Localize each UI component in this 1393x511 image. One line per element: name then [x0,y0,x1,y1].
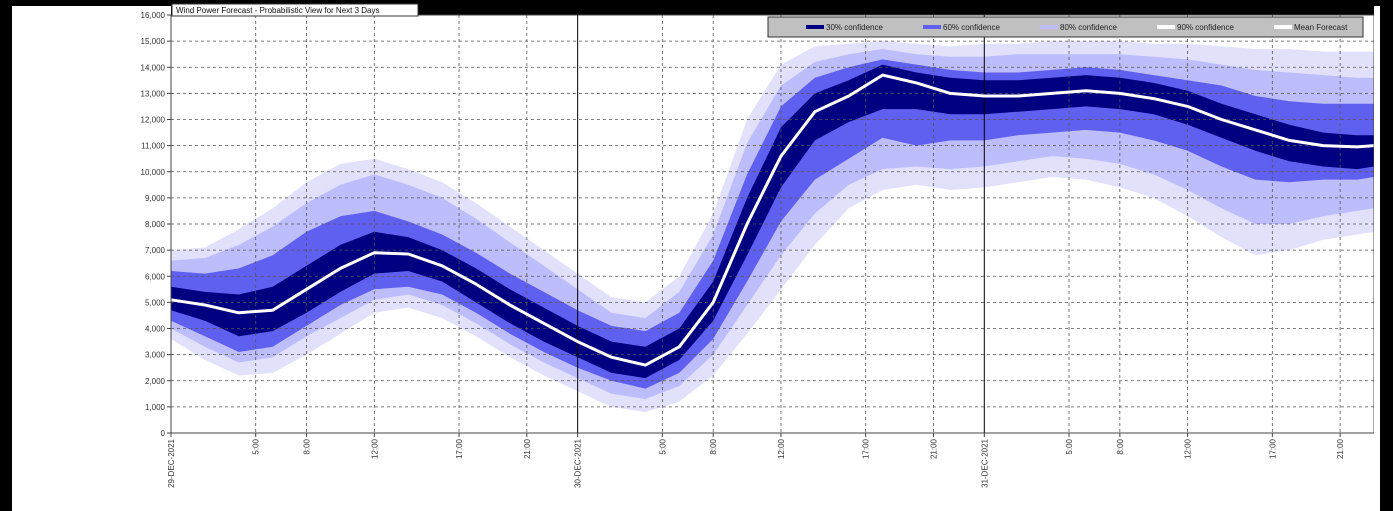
legend-label: 80% confidence [1060,23,1117,32]
y-tick-label: 1,000 [145,403,166,412]
legend: 30% confidence 60% confidence 80% confiden… [767,16,1364,38]
y-tick-label: 14,000 [141,63,166,72]
x-tick-label: 12:00 [370,438,379,459]
right-margin [1374,6,1380,511]
x-tick-label: 17:00 [455,438,464,459]
x-tick-label: 8:00 [1116,438,1125,454]
x-tick-label: 8:00 [709,438,718,454]
chart-title-box: Wind Power Forecast - Probabilistic View… [171,3,419,17]
legend-box [767,16,1364,38]
legend-swatch [1274,25,1292,29]
legend-label: 90% confidence [1177,23,1234,32]
y-tick-label: 0 [161,429,166,438]
x-tick-label: 17:00 [862,438,871,459]
y-tick-label: 13,000 [141,89,166,98]
title-box [171,3,419,17]
legend-swatch [1157,25,1175,29]
x-tick-label: 21:00 [929,438,938,459]
y-tick-label: 9,000 [145,194,166,203]
x-tick-label: 21:00 [1336,438,1345,459]
band-3 [171,64,1374,379]
x-tick-label: 5:00 [658,438,667,454]
mean-forecast-line [170,73,1375,367]
y-axis-area [12,6,171,511]
x-axis-area [12,433,1380,511]
legend-label: Mean Forecast [1294,23,1348,32]
x-tick-label: 21:00 [523,438,532,459]
x-tick-label: 5:00 [1065,438,1074,454]
x-tick-label: 5:00 [252,438,261,454]
legend-label: 30% confidence [826,23,883,32]
y-tick-label: 16,000 [141,11,166,20]
x-tick-label: 17:00 [1268,438,1277,459]
x-tick-label: 12:00 [777,438,786,459]
y-tick-label: 6,000 [145,272,166,281]
legend-swatch [923,25,941,29]
x-tick-label: 8:00 [303,438,312,454]
legend-swatch [1040,25,1058,29]
legend-swatch [806,25,824,29]
legend-label: 60% confidence [943,23,1000,32]
y-tick-label: 5,000 [145,298,166,307]
y-tick-label: 15,000 [141,37,166,46]
x-tick-label: 12:00 [1184,438,1193,459]
y-tick-label: 11,000 [141,142,165,151]
x-tick-label: 31-DEC-2021 [980,438,989,487]
y-tick-label: 7,000 [145,246,166,255]
mean-forecast-layer [170,73,1375,367]
y-tick-label: 2,000 [145,377,166,386]
x-tick-label: 30-DEC-2021 [574,438,583,487]
y-tick-label: 8,000 [145,220,166,229]
y-tick-label: 4,000 [145,325,166,334]
y-tick-label: 3,000 [145,351,166,360]
chart-title: Wind Power Forecast - Probabilistic View… [176,6,379,15]
x-tick-label: 29-DEC-2021 [167,438,176,487]
y-tick-label: 12,000 [141,116,166,125]
axes: 0 1,000 2,000 3,000 4,000 5,000 6,000 7,000 8,00… [12,6,1380,511]
y-tick-label: 10,000 [141,168,166,177]
